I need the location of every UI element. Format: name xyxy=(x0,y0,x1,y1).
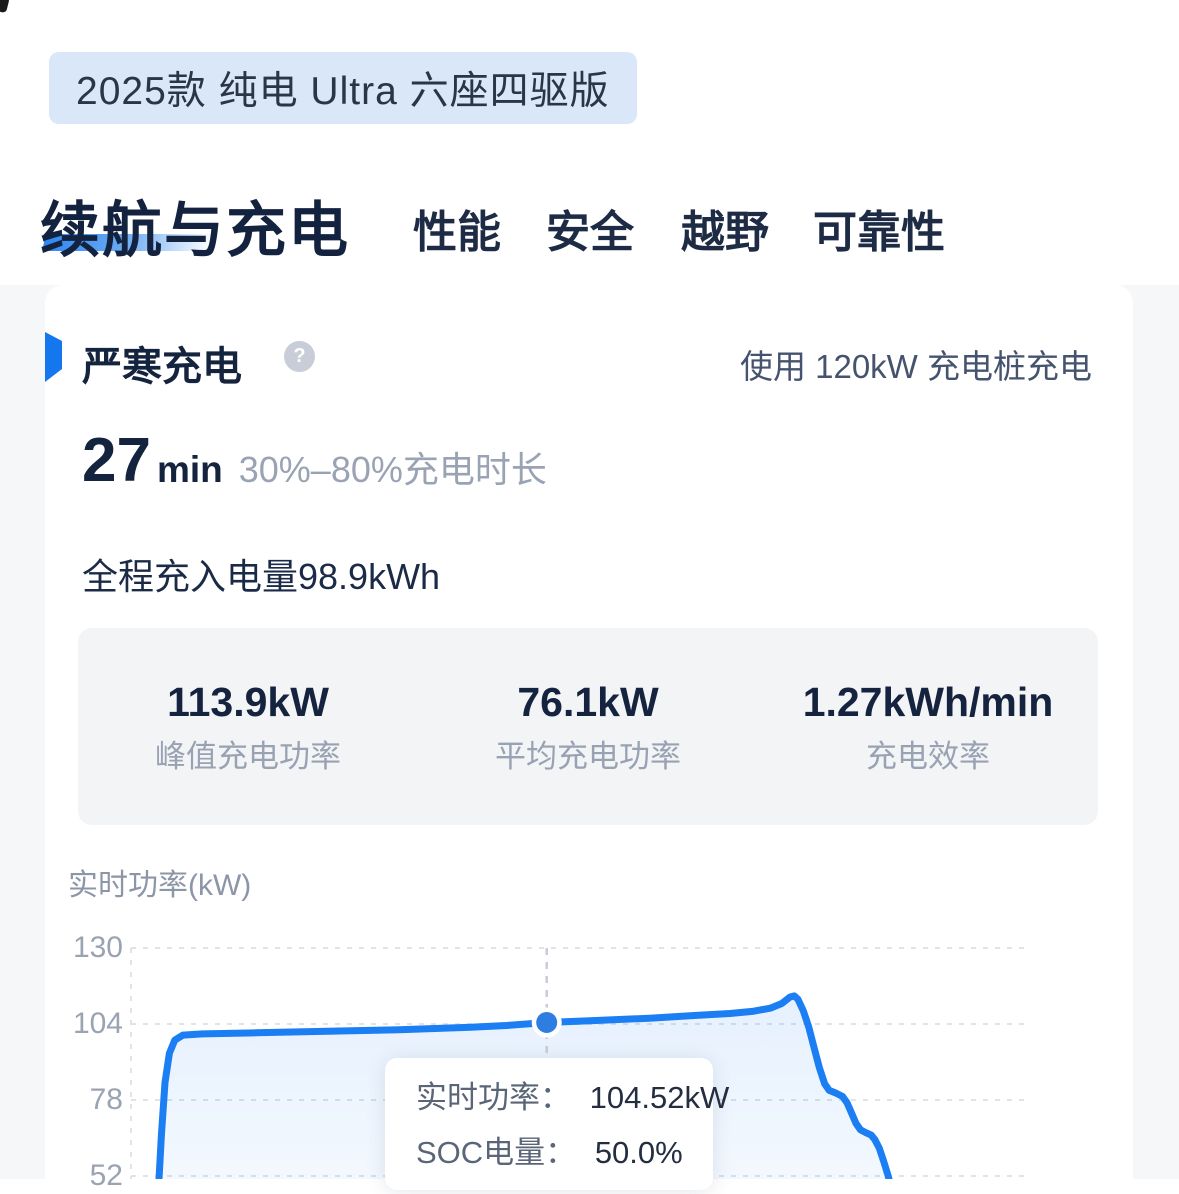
stat-average-power-label: 平均充电功率 xyxy=(495,739,681,774)
duration-value: 27 xyxy=(82,426,151,495)
charging-pile-note: 使用 120kW 充电桩充电 xyxy=(739,348,1092,385)
charge-duration: 27 min 30%–80%充电时长 xyxy=(82,430,547,492)
section-title: 严寒充电 xyxy=(82,345,242,389)
chart-title: 实时功率(kW) xyxy=(68,869,252,902)
corner-artifact xyxy=(0,0,10,14)
tooltip-power-value: 104.52kW xyxy=(589,1080,730,1115)
tooltip-power-row: 实时功率： 104.52kW xyxy=(416,1078,729,1118)
section-accent-ribbon xyxy=(45,332,62,382)
stat-peak-power-value: 113.9kW xyxy=(167,679,329,725)
tooltip-soc-value: 50.0% xyxy=(594,1135,683,1170)
tab-offroad[interactable]: 越野 xyxy=(681,208,769,257)
trim-badge[interactable]: 2025款 纯电 Ultra 六座四驱版 xyxy=(49,52,637,124)
power-line xyxy=(155,992,893,1179)
tooltip-soc-row: SOC电量： 50.0% xyxy=(416,1133,713,1173)
marker-dot[interactable] xyxy=(536,1011,558,1033)
help-icon[interactable]: ? xyxy=(284,341,315,372)
charging-stats-card: 113.9kW 峰值充电功率 76.1kW 平均充电功率 1.27kWh/min… xyxy=(78,628,1098,825)
stat-efficiency: 1.27kWh/min 充电效率 xyxy=(758,628,1098,825)
tooltip-soc-label: SOC电量： xyxy=(416,1135,577,1170)
tab-reliability[interactable]: 可靠性 xyxy=(813,208,945,257)
tab-range-and-charging[interactable]: 续航与充电 xyxy=(40,182,350,269)
y-tick-label: 78 xyxy=(89,1083,123,1116)
y-tick-label: 130 xyxy=(72,931,123,964)
stat-average-power: 76.1kW 平均充电功率 xyxy=(418,628,758,825)
trim-badge-label: 2025款 纯电 Ultra 六座四驱版 xyxy=(76,70,610,113)
stat-peak-power: 113.9kW 峰值充电功率 xyxy=(78,628,418,825)
chart-tooltip: 实时功率： 104.52kW SOC电量： 50.0% xyxy=(385,1058,729,1190)
stat-peak-power-label: 峰值充电功率 xyxy=(155,739,341,774)
stat-average-power-value: 76.1kW xyxy=(517,679,659,725)
tab-performance[interactable]: 性能 xyxy=(413,208,501,257)
tab-range-and-charging-label: 续航与充电 xyxy=(40,197,350,264)
stat-efficiency-label: 充电效率 xyxy=(866,739,990,774)
total-energy-note: 全程充入电量98.9kWh xyxy=(82,556,441,597)
y-tick-label: 104 xyxy=(72,1007,123,1040)
question-mark-glyph: ? xyxy=(293,345,306,367)
duration-unit: min xyxy=(156,449,223,490)
tab-safety[interactable]: 安全 xyxy=(546,208,634,257)
duration-description: 30%–80%充电时长 xyxy=(238,449,547,490)
stat-efficiency-value: 1.27kWh/min xyxy=(802,679,1054,725)
tooltip-power-label: 实时功率： xyxy=(416,1080,571,1115)
